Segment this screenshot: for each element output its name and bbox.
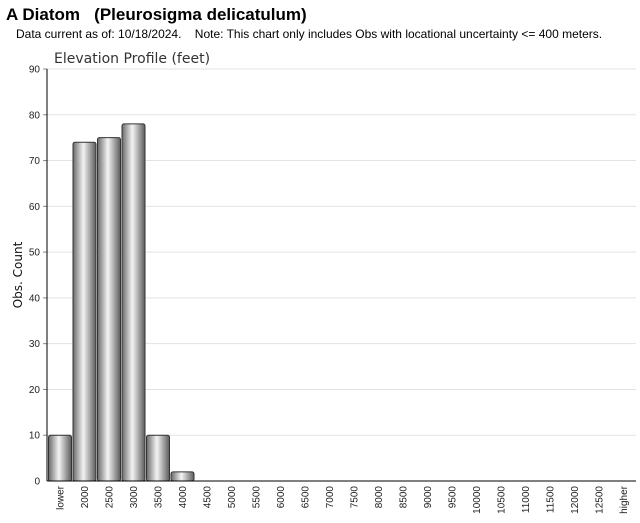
x-tick-label: 3000 [129, 486, 140, 509]
bar-2000 [72, 141, 97, 482]
x-tick-label: 5500 [252, 486, 263, 509]
x-tick-label: 11000 [521, 486, 532, 514]
x-tick-label: 9500 [448, 486, 459, 509]
y-tick-label: 40 [29, 293, 41, 304]
bar-lower [48, 434, 72, 482]
y-axis-label: Obs. Count [11, 241, 25, 308]
x-tick-label: 2000 [80, 486, 91, 509]
x-tick-label: higher [619, 485, 630, 513]
x-tick-label: 5000 [227, 486, 238, 509]
y-tick-label: 20 [29, 385, 41, 396]
x-tick-label: 4000 [178, 486, 189, 509]
y-tick-label: 0 [34, 477, 40, 488]
bar-3000 [121, 123, 146, 482]
x-tick-label: 4500 [203, 486, 214, 509]
x-tick-label: 7000 [325, 486, 336, 509]
x-tick-label: 10000 [472, 486, 483, 514]
x-tick-label: 2500 [105, 486, 116, 509]
x-tick-label: lower [56, 485, 67, 510]
page-title: A Diatom (Pleurosigma delicatulum) [6, 5, 307, 24]
y-tick-label: 10 [29, 431, 41, 442]
y-tick-label: 30 [29, 339, 41, 350]
x-tick-label: 8500 [399, 486, 410, 509]
x-tick-label: 6000 [276, 486, 287, 509]
y-tick-label: 80 [29, 110, 41, 121]
axes [46, 69, 636, 482]
chart-title: Elevation Profile (feet) [54, 51, 210, 67]
bar-4000 [170, 471, 195, 482]
y-tick-labels: 0 10 20 30 40 50 60 70 80 90 [29, 65, 41, 488]
x-tick-label: 6500 [301, 486, 312, 509]
bars [48, 123, 195, 482]
y-tick-label: 90 [29, 65, 41, 76]
x-tick-label: 11500 [546, 486, 557, 514]
x-tick-label: 12000 [570, 486, 581, 514]
bar-3500 [146, 434, 170, 482]
x-tick-label: 3500 [154, 486, 165, 509]
y-tick-label: 50 [29, 248, 41, 259]
x-tick-labels: lower 2000 2500 3000 3500 4000 4500 5000 5500 600… [56, 485, 631, 513]
page-subtitle: Data current as of: 10/18/2024. Note: Th… [16, 27, 603, 41]
y-tick-label: 60 [29, 202, 41, 213]
x-tick-label: 8000 [374, 486, 385, 509]
x-tick-label: 10500 [497, 486, 508, 514]
bar-2500 [97, 137, 121, 482]
y-tick-label: 70 [29, 156, 41, 167]
x-tick-label: 12500 [595, 486, 606, 514]
x-tick-label: 9000 [423, 486, 434, 509]
x-tick-label: 7500 [350, 486, 361, 509]
